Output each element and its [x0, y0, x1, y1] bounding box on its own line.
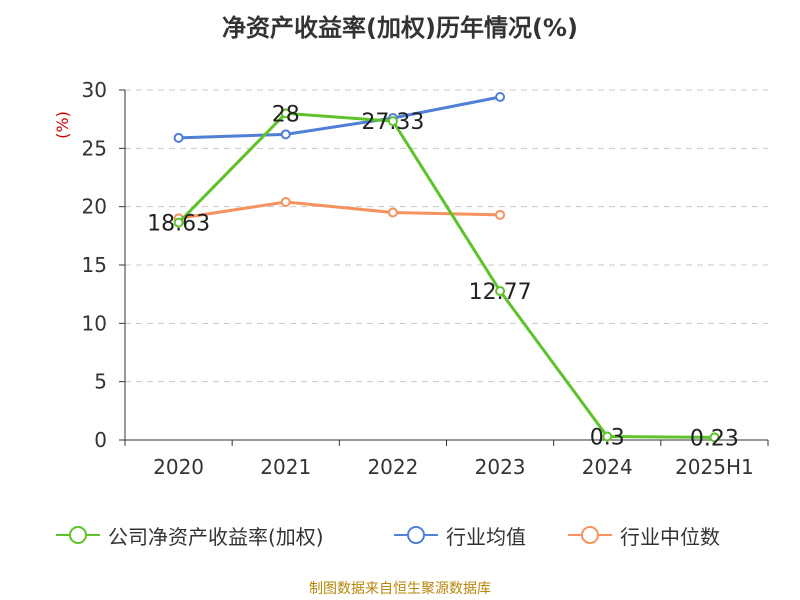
legend-line-marker-icon	[568, 526, 612, 544]
data-point	[495, 92, 506, 102]
legend-item-industry-mean[interactable]: 行业均值	[392, 520, 526, 550]
y-tick-label: 30	[82, 78, 107, 102]
data-point	[173, 217, 184, 228]
series-line	[178, 200, 501, 220]
legend-item-industry-median[interactable]: 行业中位数	[566, 520, 720, 550]
legend-label: 行业均值	[446, 524, 526, 549]
legend-line-marker-icon	[394, 526, 438, 544]
data-point	[495, 209, 506, 220]
y-tick-label: 10	[82, 311, 107, 335]
data-point	[387, 207, 398, 218]
series-layer	[173, 92, 720, 443]
y-tick-label: 0	[94, 428, 107, 452]
x-tick-label: 2025H1	[675, 455, 754, 479]
data-label: 0.23	[690, 426, 739, 451]
legend-label: 公司净资产收益率(加权)	[108, 524, 324, 549]
data-point	[709, 432, 720, 443]
series-line	[178, 95, 501, 140]
x-tick-label: 2022	[367, 455, 418, 479]
chart-title: 净资产收益率(加权)历年情况(%)	[222, 14, 578, 42]
axis-layer: 0 5 10 15 20 25 30 2020 2021 2022 2023 2024 2025H1 (%…	[53, 78, 769, 479]
x-tick-label: 2021	[260, 455, 311, 479]
legend-label: 行业中位数	[620, 524, 720, 549]
y-axis-label: (%)	[53, 111, 72, 139]
data-label: 28	[272, 102, 300, 127]
grid-layer	[125, 89, 768, 383]
legend-line-marker-icon	[56, 526, 100, 544]
data-label: 12.77	[469, 280, 532, 305]
data-point	[280, 108, 291, 119]
data-point	[173, 132, 184, 143]
y-tick-label: 15	[82, 253, 107, 277]
y-tick-label: 5	[94, 370, 107, 394]
y-tick-label: 25	[82, 136, 107, 160]
data-label: 18.63	[147, 212, 210, 237]
x-tick-label: 2020	[153, 455, 204, 479]
series-line	[177, 111, 715, 439]
data-label-layer: 18.63 28 27.33 12.77 0.3 0.23	[147, 102, 739, 451]
data-label: 27.33	[361, 110, 424, 135]
data-point	[280, 129, 291, 140]
y-tick-label: 20	[82, 195, 107, 219]
legend-item-company-roe[interactable]: 公司净资产收益率(加权)	[54, 520, 324, 550]
data-source-note: 制图数据来自恒生聚源数据库	[309, 581, 491, 597]
data-point	[280, 197, 291, 207]
data-point	[495, 286, 506, 297]
data-point	[387, 116, 398, 127]
x-tick-label: 2024	[582, 455, 633, 479]
x-tick-label: 2023	[475, 455, 526, 479]
data-label: 0.3	[590, 426, 625, 451]
data-point	[602, 431, 613, 442]
